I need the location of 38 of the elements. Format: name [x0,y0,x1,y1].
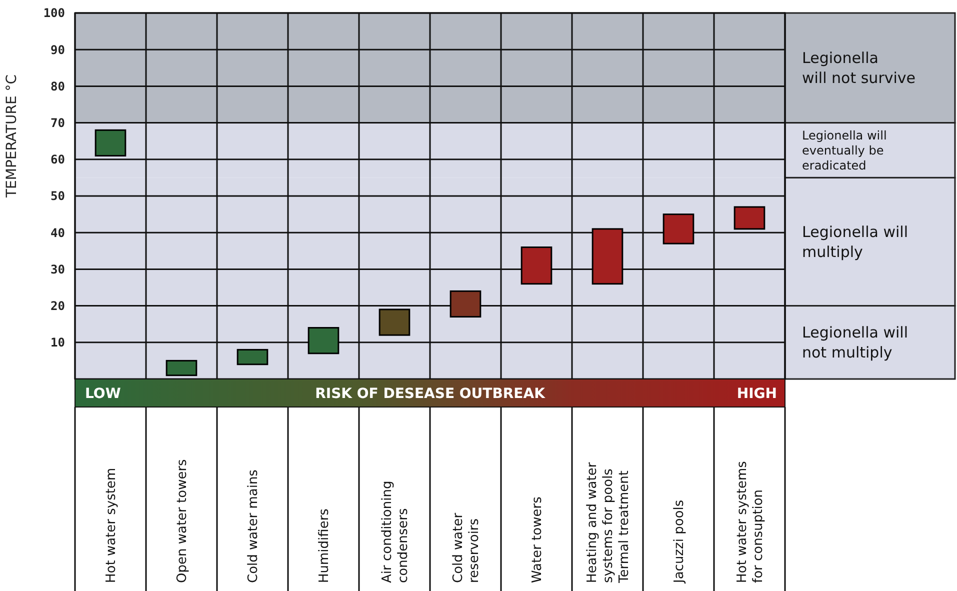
bar [662,214,694,244]
x-tick-label: Heating and water systems for pools Termal treatment [585,462,632,584]
x-tick-label: Water towers [530,496,546,583]
y-tick-label: 60 [50,152,65,167]
y-tick-label: 20 [50,299,65,313]
bar [166,360,198,376]
bar [308,327,340,354]
y-tick-label: 30 [50,262,65,276]
band-label: Legionella will not survive [802,49,916,88]
y-tick-label: 40 [50,226,65,240]
text: HIGH [736,386,777,402]
bar [94,129,126,156]
bar [520,246,552,285]
band-label: Legionella will not multiply [802,324,908,362]
bar [236,348,268,366]
bar [734,206,766,230]
x-tick-label: Humidifiers [317,508,332,583]
bar [450,290,482,318]
x-tick-label: Air conditioning condensers [380,480,412,583]
text: LOW [85,386,121,402]
bar [592,228,624,285]
y-axis-title: TEMPERATURE °C [4,74,20,199]
x-tick-label: Hot water system [104,468,120,583]
y-tick-label: 50 [50,189,65,204]
y-tick-label: 80 [50,79,65,94]
x-tick-label: Open water towers [175,458,190,583]
band-label: Legionella will multiply [802,223,908,261]
y-tick-label: 100 [43,6,65,20]
x-tick-label: Cold water mains [246,469,262,583]
bar [378,308,410,336]
x-tick-label: Cold water reservoirs [451,512,482,583]
band-label: Legionella will eventually be eradicated [802,128,887,172]
x-tick-label: Hot water systems for consuption [735,460,766,583]
y-tick-label: 70 [50,116,65,130]
x-tick-label: Jacuzzi pools [672,500,688,584]
y-tick-label: 90 [50,42,65,57]
text: RISK OF DESEASE OUTBREAK [315,386,546,402]
y-tick-label: 10 [50,336,65,350]
